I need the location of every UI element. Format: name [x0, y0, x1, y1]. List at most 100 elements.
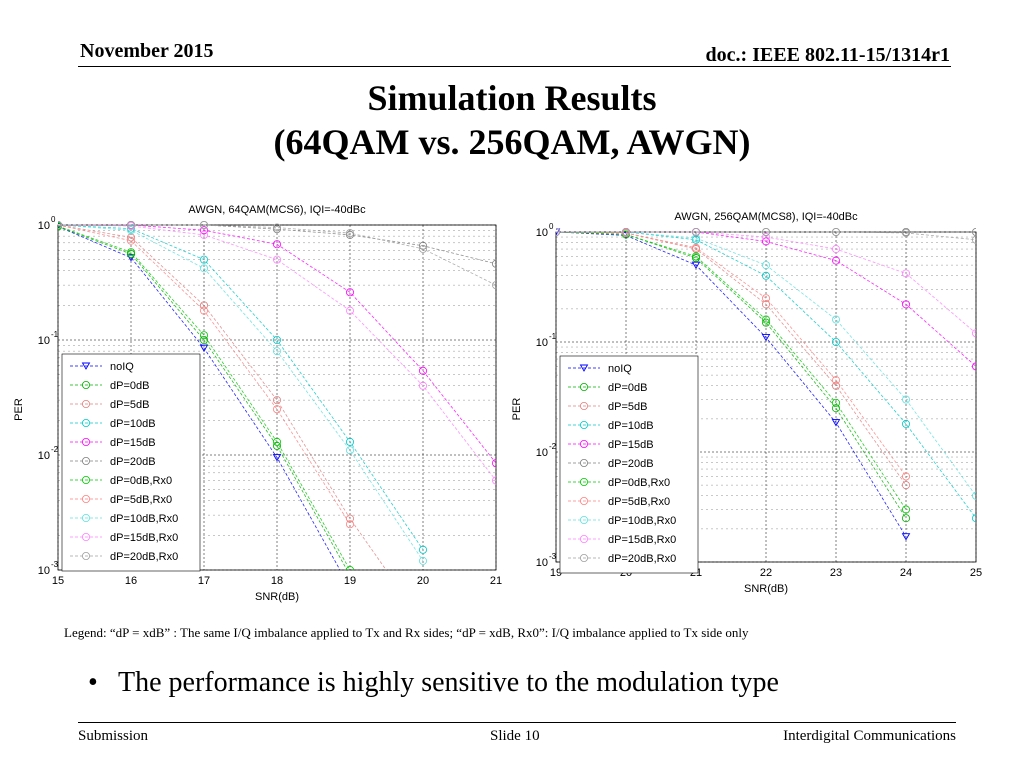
- chart0-legend-marker: [82, 437, 91, 446]
- chart1-legend-label: dP=5dB: [608, 401, 647, 413]
- chart0-point: [199, 344, 209, 353]
- chart1-legend-label: dP=15dB,Rx0: [608, 534, 676, 546]
- chart1-point: [761, 294, 770, 303]
- chart1-series-line: [556, 231, 907, 537]
- chart1-point: [691, 234, 700, 243]
- chart0-legend-marker: [82, 475, 91, 484]
- chart1-point: [972, 362, 976, 371]
- chart0-point: [127, 220, 136, 229]
- chart1-point: [901, 228, 910, 237]
- chart1-legend-label: dP=20dB,Rx0: [608, 553, 676, 565]
- chart1-point: [972, 228, 976, 236]
- chart1-point: [831, 315, 840, 324]
- chart1-point: [901, 481, 910, 490]
- slide-title-line1: Simulation Results: [367, 78, 657, 118]
- chart0-legend-marker: [82, 494, 91, 503]
- chart1-ytick-exponent: -3: [549, 552, 557, 561]
- chart0-ytick-exponent: -2: [51, 445, 59, 454]
- chart-256qam-svg: 10-310-210-110019202122232425AWGN, 256QA…: [511, 211, 982, 595]
- header-doc-id: doc.: IEEE 802.11-15/1314r1: [705, 44, 950, 66]
- chart1-xtick-label: 23: [830, 567, 842, 579]
- chart1-legend-label: dP=10dB,Rx0: [608, 515, 676, 527]
- chart1-xtick-label: 25: [970, 567, 982, 579]
- chart1-ytick-label: 10: [536, 227, 548, 239]
- chart0-ytick-exponent: -3: [51, 560, 59, 569]
- chart1-legend-marker: [580, 401, 589, 410]
- chart0-point: [418, 241, 427, 250]
- chart0-legend-marker: [82, 418, 91, 427]
- chart0-point: [492, 459, 496, 468]
- footer-company: Interdigital Communications: [783, 728, 956, 744]
- chart1-ytick-label: 10: [536, 337, 548, 349]
- chart1-ytick-exponent: 0: [549, 222, 554, 231]
- chart0-legend-label: dP=20dB,Rx0: [110, 551, 178, 563]
- chart1-point: [761, 315, 770, 324]
- chart1-point: [831, 256, 840, 265]
- chart0-legend-label: dP=10dB: [110, 418, 156, 430]
- chart0-point: [199, 255, 208, 264]
- chart0-xtick-label: 18: [271, 575, 283, 587]
- chart0-series-line: [58, 224, 424, 550]
- chart0-legend-label: dP=15dB,Rx0: [110, 532, 178, 544]
- chart-256qam: 10-310-210-110019202122232425AWGN, 256QA…: [510, 198, 1010, 623]
- chart1-series-line: [556, 231, 907, 510]
- chart0-point: [418, 556, 427, 565]
- slide-title-line2: (64QAM vs. 256QAM, AWGN): [273, 122, 751, 162]
- chart0-legend-label: dP=0dB: [110, 380, 149, 392]
- chart1-xtick-label: 19: [550, 567, 562, 579]
- chart1-series-line: [556, 231, 907, 477]
- chart1-legend-marker: [580, 382, 589, 391]
- chart0-series-line: [58, 224, 496, 481]
- chart1-legend-marker: [580, 553, 589, 562]
- chart0-series-line: [58, 224, 351, 525]
- chart0-point: [345, 230, 354, 239]
- chart1-ytick-exponent: -2: [549, 442, 557, 451]
- chart0-ytick-label: 10: [38, 450, 50, 462]
- chart1-series-line: [556, 231, 907, 519]
- chart0-point: [272, 223, 281, 232]
- chart0-point: [272, 335, 281, 344]
- chart1-legend-label: dP=5dB,Rx0: [608, 496, 670, 508]
- chart0-point: [199, 335, 208, 344]
- chart0-ytick-label: 10: [38, 335, 50, 347]
- chart1-legend-marker: [580, 477, 589, 486]
- chart1-point: [901, 300, 910, 309]
- chart1-point: [972, 329, 976, 338]
- chart0-point: [272, 454, 282, 462]
- chart0-ytick-label: 10: [38, 565, 50, 577]
- header-divider: [78, 66, 951, 67]
- chart0-title: AWGN, 64QAM(MCS6), IQI=-40dBc: [188, 204, 366, 216]
- chart1-legend-label: dP=0dB: [608, 382, 647, 394]
- chart0-series-line: [58, 226, 348, 570]
- chart1-series-line: [556, 231, 976, 241]
- chart0-point: [345, 229, 354, 238]
- chart0-xtick-label: 20: [417, 575, 429, 587]
- chart1-point: [901, 269, 910, 278]
- chart0-series-line: [58, 224, 387, 570]
- slide-title: Simulation Results (64QAM vs. 256QAM, AW…: [0, 76, 1024, 164]
- chart1-legend-marker: [580, 439, 589, 448]
- chart0-ytick-exponent: 0: [51, 215, 56, 224]
- chart0-point: [199, 226, 208, 235]
- chart0-point: [272, 240, 281, 249]
- chart1-legend-marker: [580, 420, 589, 429]
- footer-slide-number: Slide 10: [490, 728, 540, 744]
- chart0-legend-marker: [82, 532, 91, 541]
- chart0-xtick-label: 16: [125, 575, 137, 587]
- chart0-series-group: [58, 220, 496, 570]
- chart1-legend-label: dP=20dB: [608, 458, 654, 470]
- chart0-point: [418, 244, 427, 253]
- chart1-point: [761, 237, 770, 246]
- chart0-legend-label: dP=10dB,Rx0: [110, 513, 178, 525]
- chart0-axes-frame: [57, 224, 497, 571]
- chart1-ylabel: PER: [511, 398, 523, 421]
- chart0-legend-label: dP=20dB: [110, 456, 156, 468]
- chart1-point: [972, 235, 976, 244]
- chart1-point: [761, 261, 770, 270]
- chart0-point: [345, 288, 354, 297]
- chart0-point: [418, 381, 427, 390]
- chart0-legend-marker: [82, 399, 91, 408]
- chart1-legend-marker: [580, 458, 589, 467]
- chart0-point: [492, 281, 496, 290]
